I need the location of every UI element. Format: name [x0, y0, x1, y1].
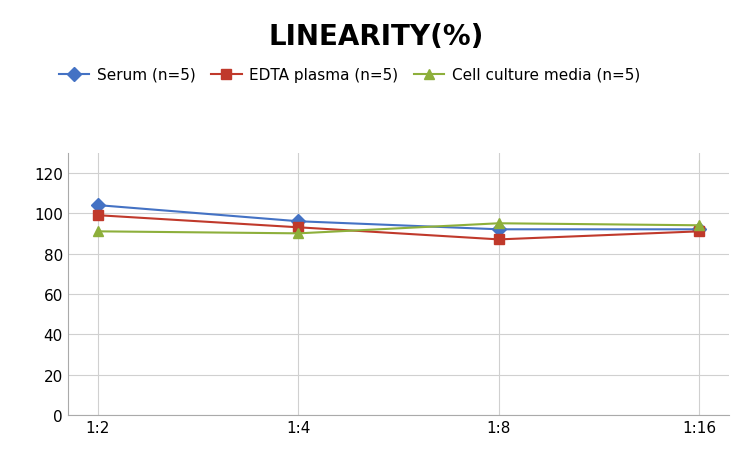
- Cell culture media (n=5): [93, 229, 102, 235]
- Cell culture media (n=5): [294, 231, 303, 236]
- Legend: Serum (n=5), EDTA plasma (n=5), Cell culture media (n=5): Serum (n=5), EDTA plasma (n=5), Cell cul…: [53, 62, 646, 89]
- Serum (n=5): [494, 227, 503, 233]
- Line: Cell culture media (n=5): Cell culture media (n=5): [93, 219, 704, 239]
- Cell culture media (n=5): [494, 221, 503, 226]
- Text: LINEARITY(%): LINEARITY(%): [268, 23, 484, 51]
- EDTA plasma (n=5): [294, 225, 303, 230]
- EDTA plasma (n=5): [695, 229, 704, 235]
- EDTA plasma (n=5): [93, 213, 102, 218]
- EDTA plasma (n=5): [494, 237, 503, 243]
- Serum (n=5): [695, 227, 704, 233]
- Serum (n=5): [93, 203, 102, 208]
- Serum (n=5): [294, 219, 303, 225]
- Line: EDTA plasma (n=5): EDTA plasma (n=5): [93, 211, 704, 245]
- Line: Serum (n=5): Serum (n=5): [93, 201, 704, 235]
- Cell culture media (n=5): [695, 223, 704, 229]
